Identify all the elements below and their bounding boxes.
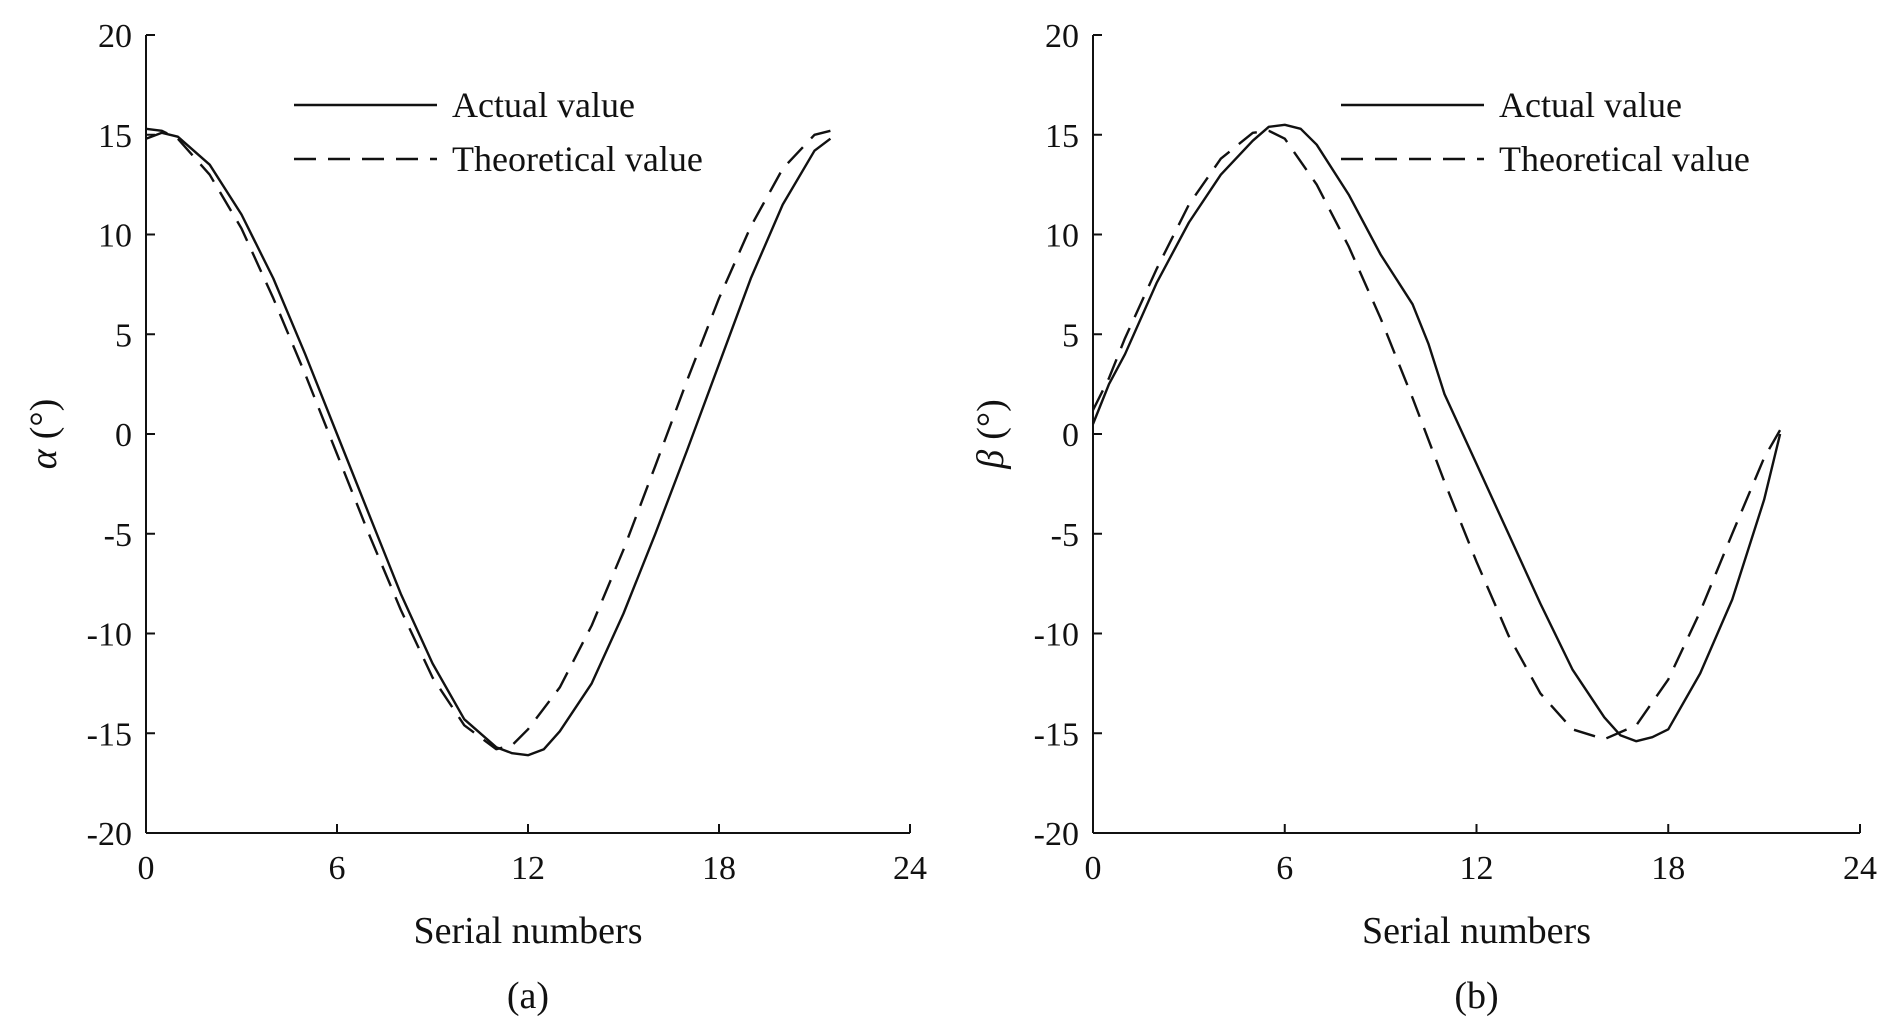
y-tick-label: 15: [98, 118, 132, 155]
y-axis-unit: (°): [970, 399, 1012, 440]
y-tick-label: -10: [1034, 617, 1079, 654]
x-axis-label: Serial numbers: [1362, 910, 1591, 952]
x-tick-label: 18: [702, 850, 736, 887]
x-tick-label: 6: [329, 850, 346, 887]
legend-label: Theoretical value: [1499, 139, 1750, 179]
y-tick-label: 15: [1045, 118, 1079, 155]
y-tick-label: 20: [1045, 18, 1079, 55]
y-tick-label: -20: [87, 816, 132, 853]
legend-label: Theoretical value: [452, 139, 703, 179]
x-tick-label: 24: [1843, 850, 1877, 887]
x-tick-label: 18: [1651, 850, 1685, 887]
y-axis-symbol: α: [23, 448, 65, 469]
series-line-actual: [145, 131, 832, 757]
x-tick-label: 0: [1085, 850, 1102, 887]
y-tick-label: -20: [1034, 816, 1079, 853]
y-axis-symbol: β: [970, 450, 1012, 470]
x-axis-label: Serial numbers: [413, 910, 642, 952]
y-tick-label: 20: [98, 18, 132, 55]
y-tick-label: -5: [104, 517, 132, 554]
x-tick-label: 24: [893, 850, 927, 887]
legend-label: Actual value: [1499, 85, 1682, 125]
y-tick-label: 10: [98, 218, 132, 255]
x-tick-label: 12: [1460, 850, 1494, 887]
y-axis-label: α (°): [23, 399, 65, 469]
x-tick-label: 0: [138, 850, 155, 887]
series-line-theoretical: [1091, 129, 1782, 741]
series-line-actual: [1091, 123, 1782, 743]
chart-panel-b: 0 6 12 18 24 20 15 10 5 0 -5 -10 -15 -20 Serial number…: [970, 18, 1877, 1017]
y-tick-label: -15: [87, 716, 132, 753]
y-tick-label: -10: [87, 617, 132, 654]
y-tick-label: 5: [115, 317, 132, 354]
y-tick-label: 0: [115, 417, 132, 454]
y-tick-label: 5: [1062, 317, 1079, 354]
panel-label: (a): [507, 975, 549, 1017]
x-tick-label: 6: [1276, 850, 1293, 887]
legend-label: Actual value: [452, 85, 635, 125]
x-tick-label: 12: [511, 850, 545, 887]
y-tick-label: 10: [1045, 218, 1079, 255]
chart-panel-a: 0 6 12 18 24 20 15 10 5 0 -5 -10 -15 -20 Serial number…: [23, 18, 927, 1017]
y-tick-label: -5: [1051, 517, 1079, 554]
series-line-theoretical: [145, 127, 831, 751]
y-axis-unit: (°): [23, 399, 65, 440]
y-tick-label: -15: [1034, 716, 1079, 753]
y-tick-label: 0: [1062, 417, 1079, 454]
y-axis-label: β (°): [970, 399, 1012, 469]
panel-label: (b): [1454, 975, 1498, 1017]
